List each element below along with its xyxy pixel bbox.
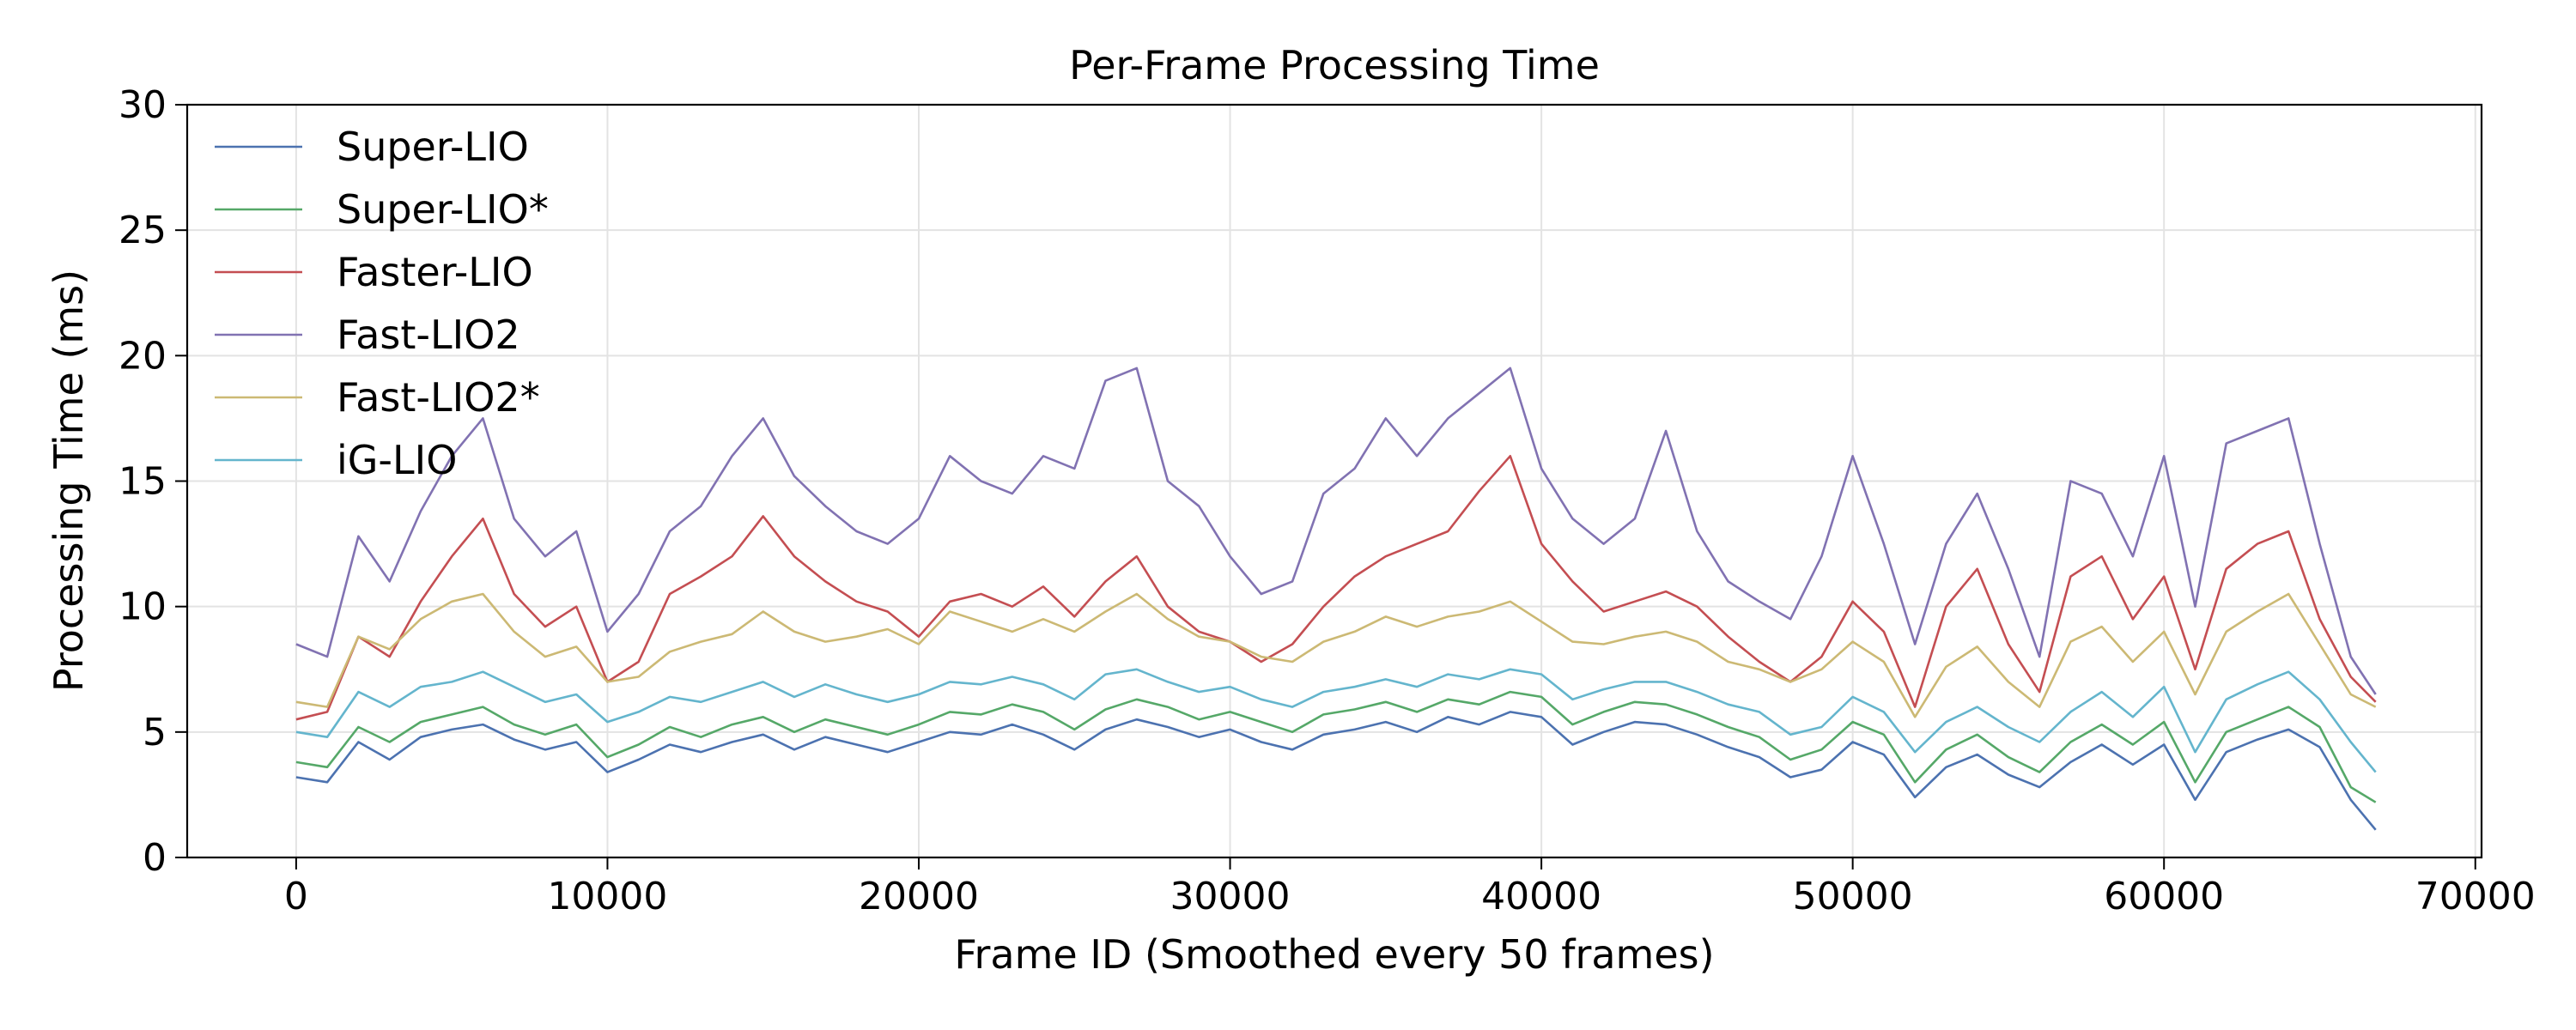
x-tick-label: 60000 xyxy=(2104,875,2224,918)
y-axis-label: Processing Time (ms) xyxy=(46,270,92,692)
legend-item-super-lio-star[interactable]: Super-LIO* xyxy=(215,186,549,233)
series-line-fast-lio2 xyxy=(295,367,2377,695)
x-tick-label: 20000 xyxy=(859,875,979,918)
y-tick-label: 0 xyxy=(143,836,167,880)
legend-label: Fast-LIO2 xyxy=(337,312,520,358)
series-line-super-lio-star xyxy=(295,690,2377,803)
series-lines xyxy=(295,367,2377,831)
y-tick-label: 25 xyxy=(118,209,167,252)
series-line-super-lio xyxy=(295,711,2377,831)
series-line-faster-lio xyxy=(295,454,2377,721)
legend-label: Super-LIO* xyxy=(337,186,549,233)
x-axis-label: Frame ID (Smoothed every 50 frames) xyxy=(954,931,1714,978)
x-tick-label: 40000 xyxy=(1481,875,1601,918)
legend-item-fast-lio2[interactable]: Fast-LIO2 xyxy=(215,312,520,358)
legend-item-ig-lio[interactable]: iG-LIO xyxy=(215,437,457,483)
chart-title: Per-Frame Processing Time xyxy=(1069,42,1600,88)
x-axis-ticks: 0 10000 20000 30000 40000 50000 60000 70000 xyxy=(284,857,2536,918)
legend-item-super-lio[interactable]: Super-LIO xyxy=(215,124,529,170)
y-tick-label: 20 xyxy=(118,334,167,378)
y-tick-label: 30 xyxy=(118,83,167,127)
x-tick-label: 10000 xyxy=(547,875,667,918)
legend-label: Faster-LIO xyxy=(337,249,533,295)
x-tick-label: 30000 xyxy=(1170,875,1291,918)
legend-item-fast-lio2-star[interactable]: Fast-LIO2* xyxy=(215,374,540,421)
legend[interactable]: Super-LIO Super-LIO* Faster-LIO Fast-LIO2 Fa… xyxy=(215,124,549,483)
series-line-ig-lio xyxy=(295,668,2377,773)
x-tick-label: 70000 xyxy=(2415,875,2536,918)
y-tick-label: 15 xyxy=(118,460,167,504)
legend-item-faster-lio[interactable]: Faster-LIO xyxy=(215,249,533,295)
x-tick-label: 0 xyxy=(284,875,308,918)
y-tick-label: 5 xyxy=(143,711,167,754)
series-line-fast-lio2-star xyxy=(295,592,2377,718)
y-axis-ticks: 0 5 10 15 20 25 30 xyxy=(118,83,187,880)
legend-label: iG-LIO xyxy=(337,437,457,483)
x-tick-label: 50000 xyxy=(1793,875,1913,918)
legend-label: Super-LIO xyxy=(337,124,529,170)
y-tick-label: 10 xyxy=(118,585,167,629)
legend-label: Fast-LIO2* xyxy=(337,374,540,421)
